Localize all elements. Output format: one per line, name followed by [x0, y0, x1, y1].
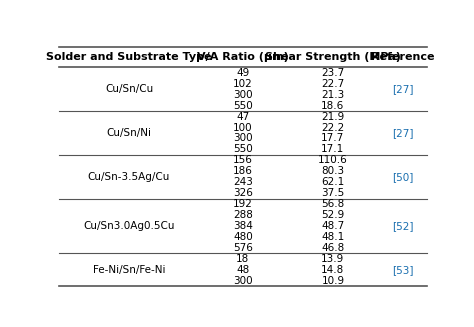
- Text: 13.9: 13.9: [321, 254, 345, 264]
- Text: 480: 480: [233, 232, 253, 242]
- Text: V/A Ratio (μm): V/A Ratio (μm): [197, 52, 289, 62]
- Text: 550: 550: [233, 101, 253, 111]
- Text: 21.3: 21.3: [321, 90, 345, 100]
- Text: 80.3: 80.3: [321, 166, 345, 176]
- Text: Cu/Sn/Ni: Cu/Sn/Ni: [107, 128, 152, 138]
- Text: 300: 300: [233, 90, 253, 100]
- Text: 102: 102: [233, 79, 253, 89]
- Text: 56.8: 56.8: [321, 199, 345, 209]
- Text: 100: 100: [233, 123, 253, 132]
- Text: [27]: [27]: [392, 128, 413, 138]
- Text: [53]: [53]: [392, 265, 413, 275]
- Text: 10.9: 10.9: [321, 276, 345, 285]
- Text: 48.7: 48.7: [321, 221, 345, 231]
- Text: 47: 47: [237, 112, 249, 122]
- Text: Cu/Sn-3.5Ag/Cu: Cu/Sn-3.5Ag/Cu: [88, 172, 170, 182]
- Text: [50]: [50]: [392, 172, 413, 182]
- Text: 46.8: 46.8: [321, 243, 345, 253]
- Text: 110.6: 110.6: [318, 155, 348, 165]
- Text: 550: 550: [233, 145, 253, 154]
- Text: 156: 156: [233, 155, 253, 165]
- Text: 14.8: 14.8: [321, 265, 345, 275]
- Text: Cu/Sn/Cu: Cu/Sn/Cu: [105, 84, 153, 94]
- Text: 18: 18: [237, 254, 249, 264]
- Text: Reference: Reference: [371, 52, 435, 62]
- Text: 300: 300: [233, 276, 253, 285]
- Text: 243: 243: [233, 177, 253, 187]
- Text: 49: 49: [237, 68, 249, 78]
- Text: 62.1: 62.1: [321, 177, 345, 187]
- Text: 21.9: 21.9: [321, 112, 345, 122]
- Text: 22.7: 22.7: [321, 79, 345, 89]
- Text: 17.7: 17.7: [321, 133, 345, 144]
- Text: Cu/Sn3.0Ag0.5Cu: Cu/Sn3.0Ag0.5Cu: [83, 221, 175, 231]
- Text: Solder and Substrate Type: Solder and Substrate Type: [46, 52, 212, 62]
- Text: 17.1: 17.1: [321, 145, 345, 154]
- Text: Fe-Ni/Sn/Fe-Ni: Fe-Ni/Sn/Fe-Ni: [93, 265, 165, 275]
- Text: [27]: [27]: [392, 84, 413, 94]
- Text: 52.9: 52.9: [321, 210, 345, 220]
- Text: 384: 384: [233, 221, 253, 231]
- Text: 300: 300: [233, 133, 253, 144]
- Text: 576: 576: [233, 243, 253, 253]
- Text: 48: 48: [237, 265, 249, 275]
- Text: 288: 288: [233, 210, 253, 220]
- Text: 192: 192: [233, 199, 253, 209]
- Text: Shear Strength (MPa): Shear Strength (MPa): [265, 52, 401, 62]
- Text: 48.1: 48.1: [321, 232, 345, 242]
- Text: 18.6: 18.6: [321, 101, 345, 111]
- Text: [52]: [52]: [392, 221, 413, 231]
- Text: 186: 186: [233, 166, 253, 176]
- Text: 23.7: 23.7: [321, 68, 345, 78]
- Text: 37.5: 37.5: [321, 188, 345, 198]
- Text: 22.2: 22.2: [321, 123, 345, 132]
- Text: 326: 326: [233, 188, 253, 198]
